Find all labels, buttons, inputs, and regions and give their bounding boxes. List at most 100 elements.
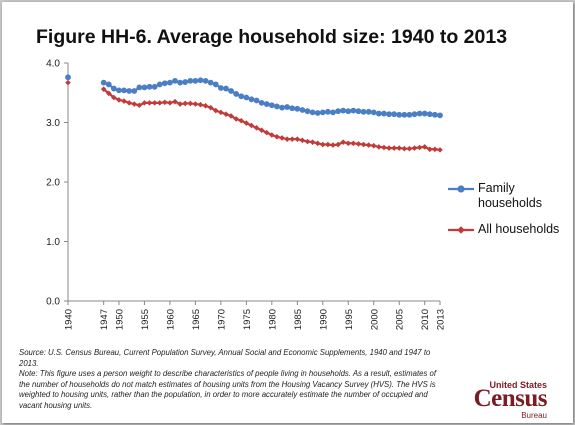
legend-label-family: Family households [478,181,542,210]
data-point-family [110,85,117,92]
data-point-family [253,97,260,104]
data-point-family [284,104,291,110]
data-point-all [100,86,107,92]
data-point-all [233,116,239,122]
x-tick-label: 1995 [344,309,355,330]
data-point-all [177,101,183,107]
data-point-all [156,100,163,106]
data-point-all [65,79,71,86]
data-point-all [330,142,336,148]
data-point-family [177,79,184,86]
y-tick-label: 0.0 [46,297,60,308]
data-point-all [116,97,122,103]
x-tick-label: 1965 [191,309,202,330]
data-point-family [319,109,326,116]
x-tick-label: 1990 [318,309,329,330]
data-point-family [233,91,240,97]
data-point-family [238,93,245,100]
data-point-all [304,138,311,145]
x-tick-label: 1940 [64,309,75,330]
footnote-source: Source: U.S. Census Bureau, Current Popu… [19,348,431,368]
data-point-all [167,100,173,106]
data-point-family [167,79,173,86]
x-tick-label: 1960 [165,309,176,330]
data-point-all [427,146,433,153]
data-point-all [396,145,403,151]
data-point-family [116,87,122,94]
data-point-all [299,137,306,144]
data-point-family [248,96,255,103]
data-point-family [182,79,189,85]
data-point-all [202,103,209,109]
data-point-all [253,125,260,131]
data-point-family [421,110,428,117]
data-point-all [370,142,377,149]
data-point-family [258,99,265,106]
data-point-family [416,110,423,117]
data-point-family [375,110,382,117]
data-point-all [228,113,234,119]
data-point-all [182,100,189,107]
data-point-family [299,107,306,113]
data-point-family [146,83,153,90]
data-point-family [65,74,71,81]
footnote: Source: U.S. Census Bureau, Current Popu… [19,348,439,411]
data-point-family [274,103,280,110]
data-point-all [284,136,290,142]
data-point-all [411,145,418,151]
data-point-family [192,77,199,84]
x-tick-label: 2013 [436,309,447,330]
data-point-all [105,90,112,97]
data-point-family [370,109,377,116]
data-point-family [386,111,392,118]
data-point-family [345,108,352,115]
data-point-all [335,141,341,148]
x-tick-label: 2000 [369,309,380,330]
data-point-all [365,142,372,148]
data-point-all [258,127,265,134]
data-point-all [416,144,423,151]
data-point-all [406,145,413,152]
x-tick-label: 2010 [420,309,431,330]
data-point-family [426,111,433,118]
x-tick-label: 1985 [293,309,304,330]
logo-top-text: United States [489,380,547,390]
data-point-family [131,88,138,94]
series-line-all [102,88,441,151]
data-point-family [340,107,347,114]
data-point-all [437,147,443,153]
data-point-all [289,136,296,142]
data-point-family [243,94,250,101]
data-point-all [126,100,132,106]
data-point-all [243,120,250,126]
x-tick-label: 1950 [114,309,125,330]
data-point-all [319,141,326,148]
y-tick-label: 3.0 [46,118,60,129]
data-point-family [314,110,321,116]
data-point-all [172,98,178,105]
data-point-family [330,109,336,116]
data-point-family [279,104,285,111]
x-tick-label: 1947 [99,309,110,330]
data-point-all [314,140,321,147]
data-point-family [304,108,311,115]
data-point-all [274,133,280,140]
data-point-family [401,111,408,118]
data-point-family [151,83,158,90]
data-point-all [238,117,245,124]
data-point-all [350,140,357,147]
data-point-family [289,105,296,112]
data-point-family [187,77,194,84]
data-point-family [391,111,398,118]
data-point-all [279,135,285,141]
y-tick-label: 1.0 [46,237,60,248]
census-bureau-logo: United States Census Bureau [455,380,555,420]
data-point-family [411,111,418,118]
data-point-family [263,101,270,107]
data-point-family [212,81,219,88]
x-tick-label: 1975 [242,309,253,330]
data-point-all [355,141,362,147]
data-point-all [207,104,214,111]
data-point-family [136,84,143,91]
data-point-family [437,112,443,119]
